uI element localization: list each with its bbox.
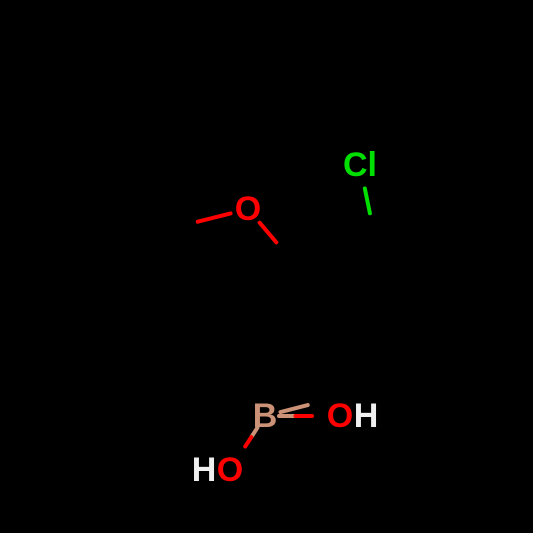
atom-OH-left-H: H: [192, 451, 217, 489]
atom-O-ether: O: [235, 190, 261, 228]
atom-B: B: [253, 397, 278, 435]
atom-OH-right-O: O: [327, 397, 353, 435]
atom-Cl: Cl: [343, 146, 377, 184]
atom-OH-right-H: H: [354, 397, 379, 435]
molecule-diagram: OClBOHHO: [0, 0, 533, 533]
atom-OH-left-O: O: [217, 451, 243, 489]
